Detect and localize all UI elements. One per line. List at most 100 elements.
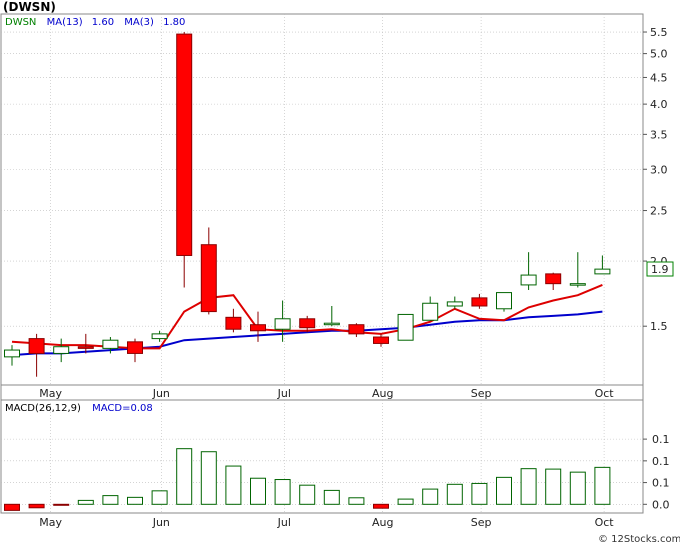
macd-bar xyxy=(323,489,340,505)
price-y-tick-label: 3.5 xyxy=(650,128,668,141)
candle-body xyxy=(274,318,291,330)
candle xyxy=(496,292,512,312)
macd-bar xyxy=(225,465,242,505)
candle xyxy=(77,333,94,354)
price-x-axis: May Jun Jul Aug Sep Oct xyxy=(39,387,614,400)
last-price-label: 1.9 xyxy=(651,263,669,276)
macd-y-tick-label: 0.1 xyxy=(652,433,670,446)
candle xyxy=(127,338,143,363)
legend-ma13-value: 1.60 xyxy=(92,17,114,28)
candle xyxy=(53,338,70,363)
price-legend: DWSN MA(13) 1.60 MA(3) 1.80 xyxy=(5,17,185,28)
macd-y-tick-label: 0.0 xyxy=(652,498,670,511)
macd-bar xyxy=(250,477,266,505)
candle-body xyxy=(594,268,611,275)
candle xyxy=(520,252,537,291)
macd-bar xyxy=(77,499,94,505)
candle-body xyxy=(77,346,94,349)
price-x-tick-label: Sep xyxy=(471,387,492,400)
candle-body xyxy=(28,338,45,354)
candle-body xyxy=(151,333,168,340)
legend-ma3-value: 1.80 xyxy=(163,17,185,28)
macd-y-tick-label: 0.1 xyxy=(652,477,670,490)
price-grid xyxy=(1,14,643,386)
candle xyxy=(446,296,463,309)
candle xyxy=(28,333,45,377)
macd-bar xyxy=(348,497,365,505)
macd-bar xyxy=(176,448,193,505)
macd-bar xyxy=(373,503,389,509)
candle-body xyxy=(323,322,340,326)
macd-legend: MACD(26,12,9) MACD=0.08 xyxy=(5,403,153,414)
candle-body xyxy=(496,292,512,310)
macd-bar xyxy=(520,468,537,505)
price-y-tick-label: 1.5 xyxy=(650,320,668,333)
macd-bar xyxy=(496,476,512,505)
footer-credit: © 12Stocks.com xyxy=(598,534,680,545)
price-y-axis: 1.52.02.53.03.54.04.55.05.5 xyxy=(643,26,668,333)
macd-x-axis: May Jun Jul Aug Sep Oct xyxy=(39,516,614,529)
macd-legend-value: MACD=0.08 xyxy=(92,403,153,414)
macd-bar xyxy=(471,482,488,505)
macd-bar xyxy=(446,483,463,505)
price-x-tick-label: Aug xyxy=(372,387,393,400)
candlestick-series xyxy=(4,32,611,377)
candle xyxy=(569,252,586,288)
price-y-tick-label: 3.0 xyxy=(650,163,668,176)
candle xyxy=(373,333,389,347)
macd-bar xyxy=(545,468,562,505)
price-x-tick-label: Oct xyxy=(595,387,615,400)
macd-x-tick-label: Jun xyxy=(152,516,170,529)
candle-body xyxy=(4,349,20,358)
candle-body xyxy=(471,297,488,307)
macd-x-tick-label: Oct xyxy=(595,516,615,529)
candle xyxy=(348,323,365,338)
candle xyxy=(4,345,20,366)
macd-bar xyxy=(200,451,217,505)
macd-bar xyxy=(53,503,70,506)
price-y-tick-label: 5.0 xyxy=(650,48,668,61)
macd-bar xyxy=(299,484,316,505)
candle-body xyxy=(545,273,562,285)
price-y-tick-label: 4.5 xyxy=(650,71,668,84)
macd-bar xyxy=(151,490,168,505)
candle-body xyxy=(569,283,586,286)
price-panel xyxy=(0,13,644,401)
candle xyxy=(545,272,562,291)
price-x-tick-label: May xyxy=(39,387,62,400)
macd-legend-label: MACD(26,12,9) xyxy=(5,403,81,414)
candle xyxy=(200,227,217,315)
macd-grid xyxy=(1,400,643,513)
price-y-tick-label: 4.0 xyxy=(650,98,668,111)
candle xyxy=(225,308,242,333)
candle-body xyxy=(348,324,365,335)
candle-body xyxy=(225,316,242,330)
candle xyxy=(274,300,291,342)
macd-x-tick-label: Aug xyxy=(372,516,393,529)
candle xyxy=(299,315,316,333)
candle-body xyxy=(102,339,119,349)
macd-y-axis: 0.0 0.1 0.1 0.1 xyxy=(643,433,670,511)
last-price-marker: 1.9 xyxy=(646,261,674,277)
candle-body xyxy=(446,301,463,307)
candle xyxy=(102,337,119,354)
candle xyxy=(397,313,414,341)
candle-body xyxy=(422,302,439,321)
candle xyxy=(422,296,439,321)
macd-bar xyxy=(569,471,586,505)
macd-bar xyxy=(594,466,611,505)
price-x-tick-label: Jun xyxy=(152,387,170,400)
candle-body xyxy=(53,346,70,354)
candle-body xyxy=(176,33,193,256)
candle-body xyxy=(200,244,217,313)
chart-title: (DWSN) xyxy=(3,0,56,14)
price-x-tick-label: Jul xyxy=(277,387,291,400)
candle-body xyxy=(127,341,143,354)
legend-ma13-label: MA(13) xyxy=(47,17,83,28)
candle xyxy=(594,255,611,275)
price-y-tick-label: 5.5 xyxy=(650,26,668,39)
macd-bar xyxy=(397,498,414,505)
candle-body xyxy=(299,318,316,329)
